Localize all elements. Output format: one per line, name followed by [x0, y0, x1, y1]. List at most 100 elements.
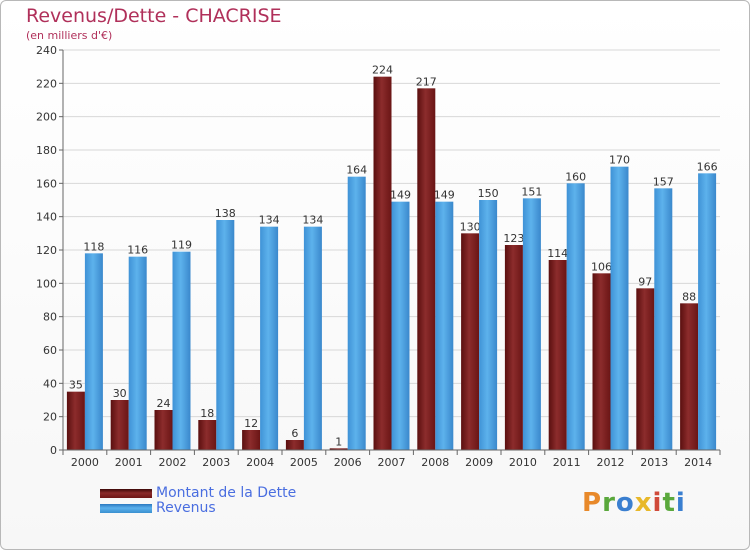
bar-value-label: 166 — [697, 160, 718, 173]
x-tick-label: 2012 — [597, 456, 625, 469]
bar-revenus — [216, 220, 235, 450]
bar-revenus — [435, 201, 454, 450]
bars: 35 118 30 116 24 119 18 138 12 134 6 134 1 164 224 149 2… — [66, 64, 718, 451]
bar-revenus — [128, 256, 147, 450]
bar-dette — [285, 440, 304, 450]
chart-subtitle: (en milliers d'€) — [26, 29, 113, 42]
bar-dette — [329, 448, 348, 450]
legend-swatch-dette — [100, 489, 152, 498]
bar-dette — [680, 303, 699, 450]
y-tick-label: 180 — [36, 144, 57, 157]
brand-logo: Proxiti — [582, 488, 686, 518]
bar-dette — [417, 88, 436, 450]
y-tick-label: 240 — [36, 44, 57, 57]
brand-letter: P — [582, 488, 603, 518]
bar-dette — [548, 260, 567, 450]
x-tick-label: 2004 — [246, 456, 274, 469]
x-tick-label: 2007 — [378, 456, 406, 469]
bar-value-label: 138 — [215, 207, 236, 220]
bar-value-label: 106 — [591, 260, 612, 273]
bar-value-label: 224 — [372, 64, 393, 77]
brand-letter: x — [634, 488, 653, 518]
bar-dette — [242, 430, 261, 450]
y-tick-label: 80 — [43, 311, 57, 324]
chart-title: Revenus/Dette - CHACRISE — [26, 5, 282, 27]
bar-revenus — [84, 253, 103, 450]
bar-dette — [154, 410, 173, 450]
y-tick-label: 120 — [36, 244, 57, 257]
bar-value-label: 12 — [244, 417, 258, 430]
bar-dette — [461, 233, 480, 450]
bar-value-label: 164 — [346, 164, 367, 177]
bar-dette — [636, 288, 655, 450]
bar-value-label: 160 — [565, 170, 586, 183]
bar-value-label: 119 — [171, 239, 192, 252]
brand-letter: i — [675, 488, 686, 518]
bar-value-label: 150 — [478, 187, 499, 200]
bar-revenus — [391, 201, 410, 450]
x-tick-label: 2002 — [159, 456, 187, 469]
bar-dette — [198, 420, 217, 450]
x-tick-label: 2000 — [71, 456, 99, 469]
x-tick-label: 2009 — [465, 456, 493, 469]
bar-value-label: 134 — [302, 214, 323, 227]
bar-revenus — [479, 200, 498, 450]
bar-value-label: 149 — [434, 189, 455, 202]
bar-revenus — [347, 176, 366, 450]
bar-revenus — [260, 226, 279, 450]
bar-dette — [592, 273, 611, 450]
bar-value-label: 97 — [638, 275, 652, 288]
bar-value-label: 116 — [127, 244, 148, 257]
bar-value-label: 18 — [200, 407, 214, 420]
y-tick-label: 160 — [36, 177, 57, 190]
legend-label-dette: Montant de la Dette — [156, 485, 297, 501]
bar-value-label: 35 — [69, 379, 83, 392]
x-tick-label: 2005 — [290, 456, 318, 469]
brand-letter: o — [615, 488, 635, 518]
bar-revenus — [522, 198, 541, 450]
bar-dette — [110, 400, 129, 450]
y-tick-label: 140 — [36, 211, 57, 224]
bar-value-label: 157 — [653, 175, 674, 188]
x-tick-label: 2003 — [202, 456, 230, 469]
axes: 0 20 40 60 80 100 120 140 160 180 200 220 240 2000 200… — [36, 44, 721, 469]
y-tick-label: 0 — [50, 444, 57, 457]
bar-revenus — [303, 226, 322, 450]
brand-letter: i — [652, 488, 663, 518]
legend-swatch-revenus — [100, 504, 152, 513]
x-tick-label: 2011 — [553, 456, 581, 469]
y-tick-label: 40 — [43, 377, 57, 390]
bar-value-label: 88 — [682, 290, 696, 303]
bar-value-label: 118 — [83, 240, 104, 253]
brand-letter: r — [602, 488, 616, 518]
legend-label-revenus: Revenus — [156, 500, 216, 516]
bar-value-label: 151 — [521, 185, 542, 198]
bar-value-label: 134 — [259, 214, 280, 227]
x-tick-label: 2013 — [640, 456, 668, 469]
y-tick-label: 100 — [36, 277, 57, 290]
bar-value-label: 24 — [157, 397, 171, 410]
bar-value-label: 6 — [291, 427, 298, 440]
brand-letter: t — [662, 488, 676, 518]
x-tick-label: 2008 — [421, 456, 449, 469]
y-tick-label: 60 — [43, 344, 57, 357]
bar-value-label: 123 — [503, 232, 524, 245]
bar-revenus — [610, 166, 629, 450]
bar-value-label: 30 — [113, 387, 127, 400]
x-tick-label: 2001 — [115, 456, 143, 469]
bar-dette — [504, 245, 523, 450]
x-tick-label: 2006 — [334, 456, 362, 469]
bar-revenus — [698, 173, 717, 451]
y-tick-label: 200 — [36, 111, 57, 124]
bar-value-label: 114 — [547, 247, 568, 260]
bar-value-label: 1 — [335, 435, 342, 448]
bar-dette — [66, 391, 85, 450]
bar-value-label: 170 — [609, 154, 630, 167]
y-tick-label: 220 — [36, 77, 57, 90]
bar-revenus — [172, 251, 191, 450]
bar-revenus — [566, 183, 585, 451]
bar-revenus — [654, 188, 673, 451]
bar-value-label: 130 — [460, 220, 481, 233]
x-tick-label: 2014 — [684, 456, 712, 469]
y-tick-label: 20 — [43, 411, 57, 424]
